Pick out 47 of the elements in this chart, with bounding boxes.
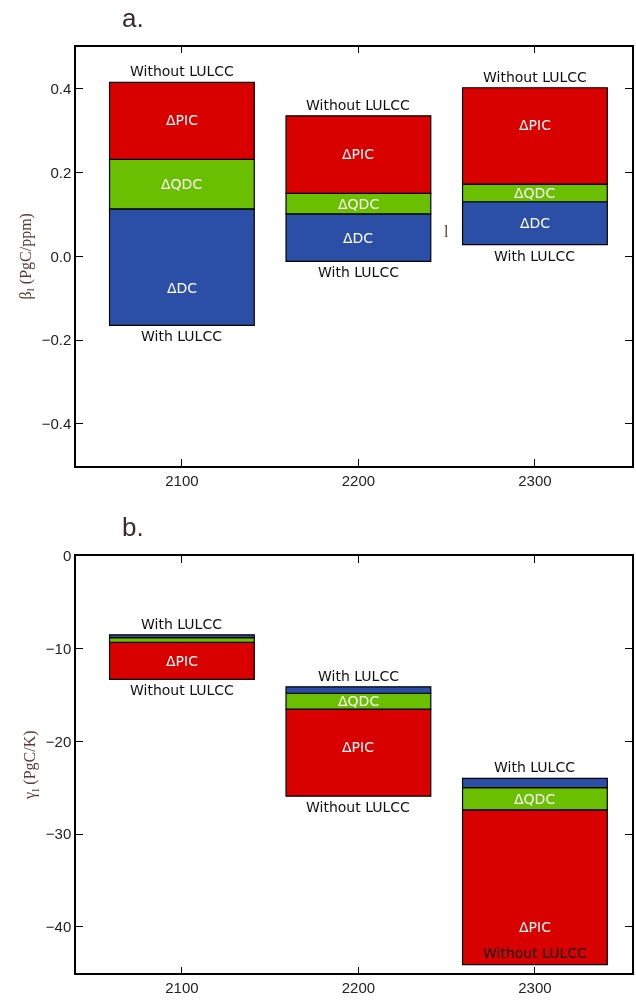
y-tick-label: −0.2 [41,331,72,349]
annotation: With LULCC [318,264,400,280]
annotation: l [444,223,449,240]
annotation: With LULCC [494,248,576,264]
annotation: ΔDC [343,230,374,246]
annotation: ΔDC [520,215,551,231]
y-tick-label: 0.4 [50,79,72,97]
annotation: ΔQDC [338,196,380,212]
y-tick-label: −30 [45,825,72,843]
annotation: Without LULCC [130,682,235,698]
x-tick-label: 2300 [518,471,552,489]
annotation: ΔQDC [338,693,380,709]
annotation: ΔPIC [519,919,552,935]
y-tick-label: −10 [45,640,72,658]
y-tick-label: −20 [45,732,72,750]
chart-title: b. [122,512,144,542]
y-tick-label: 0.2 [50,163,72,181]
chart-title: a. [122,3,144,33]
annotation: ΔDC [167,280,198,296]
annotation: ΔPIC [519,117,552,133]
annotation: With LULCC [141,328,223,344]
x-tick-label: 2100 [165,471,199,489]
annotation: Without LULCC [306,799,411,815]
y-tick-label: 0 [62,547,72,565]
annotation: ΔQDC [161,176,203,192]
y-tick-label: −0.4 [41,415,72,433]
x-tick-label: 2300 [518,979,552,997]
annotation: ΔPIC [342,739,375,755]
x-tick-label: 2200 [341,471,376,489]
annotation: ΔPIC [342,146,375,162]
annotation: With LULCC [494,759,576,775]
x-tick-label: 2200 [341,979,376,997]
annotation: With LULCC [141,616,223,632]
y-tick-label: 0.0 [50,247,72,265]
x-tick-label: 2100 [165,979,199,997]
bar [108,634,255,639]
annotation: ΔQDC [514,791,556,807]
annotation: Without LULCC [483,945,588,961]
annotation: ΔPIC [166,112,199,128]
bar [108,641,255,680]
annotation: Without LULCC [306,97,411,113]
annotation: ΔQDC [514,185,556,201]
annotation: Without LULCC [483,69,588,85]
annotation: Without LULCC [130,63,235,79]
y-tick-label: −40 [45,918,72,936]
annotation: With LULCC [318,668,400,684]
annotation: ΔPIC [166,653,199,669]
